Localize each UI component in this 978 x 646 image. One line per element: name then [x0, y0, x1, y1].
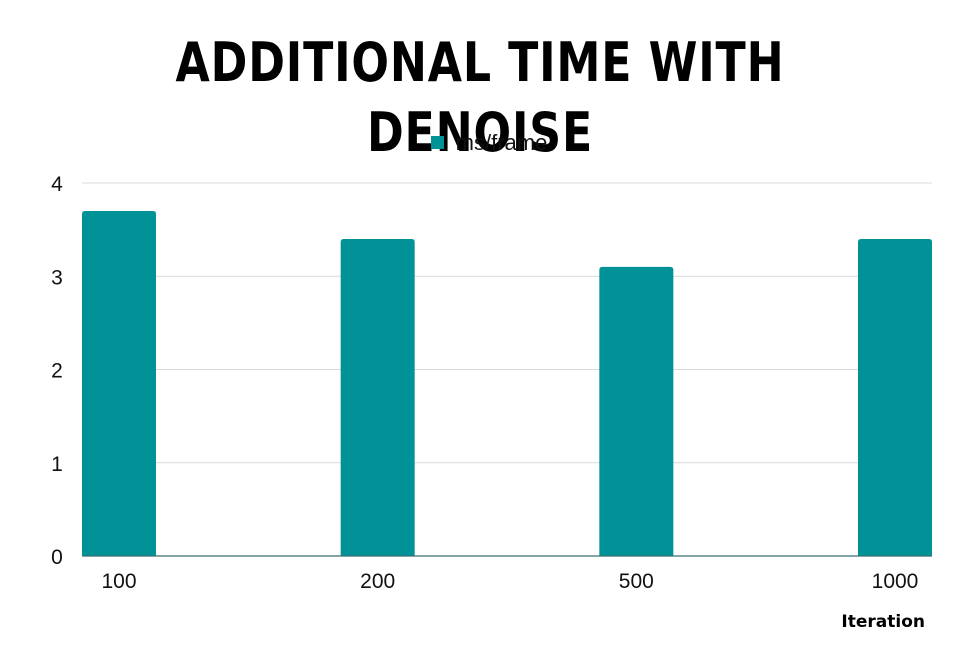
- legend-label: ms/frame: [455, 130, 548, 155]
- y-tick-label: 1: [51, 453, 63, 476]
- y-tick-label: 4: [51, 173, 63, 196]
- legend-swatch: [430, 136, 444, 149]
- y-tick-label: 2: [51, 360, 63, 383]
- y-tick-label: 0: [51, 546, 63, 569]
- bars: [82, 210, 932, 556]
- x-tick-label: 1000: [872, 570, 919, 593]
- x-tick-label: 100: [101, 570, 136, 593]
- axes: 0 1 2 3 4 100 200 500 1000: [51, 173, 932, 593]
- x-axis-label: Iteration: [841, 612, 925, 632]
- gridlines: [82, 182, 932, 464]
- bar: [599, 266, 674, 556]
- chart-title: ADDITIONAL TIME WITH DENOISE: [175, 31, 785, 164]
- y-tick-label: 3: [51, 266, 63, 289]
- bar: [82, 210, 156, 556]
- bar: [858, 238, 932, 556]
- legend: ms/frame: [0, 130, 978, 156]
- bar: [340, 238, 415, 556]
- x-tick-label: 500: [619, 570, 654, 593]
- x-tick-label: 200: [360, 570, 395, 593]
